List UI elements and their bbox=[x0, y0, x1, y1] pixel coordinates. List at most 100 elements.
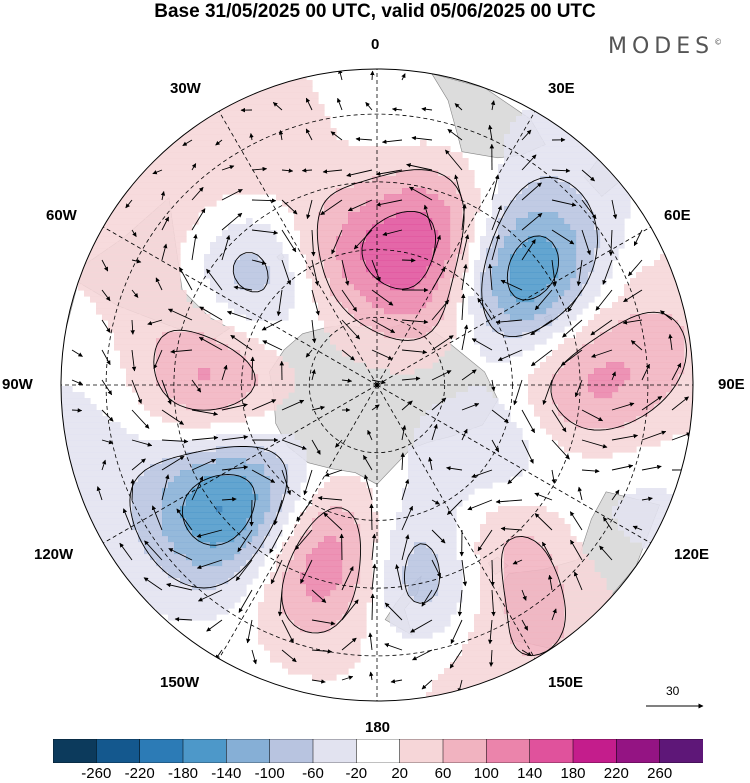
wind-vector bbox=[431, 299, 450, 321]
colorbar-tick-label: 180 bbox=[560, 765, 586, 782]
wind-vector bbox=[251, 399, 277, 411]
wind-vector bbox=[381, 139, 403, 144]
wind-vector bbox=[277, 589, 283, 617]
wind-vector bbox=[461, 428, 468, 441]
map-title: Base 31/05/2025 00 UTC, valid 05/06/2025… bbox=[154, 1, 596, 22]
lon-label-150w: 150W bbox=[160, 674, 200, 691]
wind-vector bbox=[238, 589, 253, 613]
lon-label-150e: 150E bbox=[548, 674, 584, 691]
wind-vector bbox=[491, 589, 496, 617]
wind-vector bbox=[96, 486, 103, 501]
wind-vector bbox=[628, 259, 643, 277]
wind-vector bbox=[191, 435, 219, 441]
wind-vector bbox=[322, 169, 343, 174]
wind-vector bbox=[500, 526, 523, 531]
wind-vector bbox=[431, 397, 447, 411]
wind-vector bbox=[320, 199, 343, 216]
wind-vector bbox=[461, 559, 468, 587]
wind-vector bbox=[341, 675, 354, 681]
wind-vector bbox=[336, 97, 343, 111]
wind-vector bbox=[591, 349, 613, 358]
wind-vector bbox=[281, 168, 294, 173]
wind-vector bbox=[199, 306, 223, 321]
wind-vector bbox=[488, 619, 493, 645]
wind-vector bbox=[551, 608, 557, 621]
wind-vector bbox=[401, 400, 413, 411]
wind-vector bbox=[431, 335, 454, 351]
colorbar-segment bbox=[53, 739, 97, 763]
wind-vector bbox=[446, 466, 463, 471]
wind-vector bbox=[144, 540, 163, 561]
wind-vector bbox=[323, 512, 343, 531]
wind-vector bbox=[206, 268, 223, 291]
wind-vector bbox=[270, 559, 283, 585]
wind-vector bbox=[551, 259, 558, 287]
wind-vector bbox=[371, 289, 394, 306]
wind-vector bbox=[246, 619, 253, 644]
wind-vector bbox=[581, 229, 591, 256]
wind-vector bbox=[513, 379, 523, 406]
wind-vector bbox=[671, 396, 689, 411]
wind-vector bbox=[551, 199, 577, 207]
wind-vector bbox=[611, 433, 639, 441]
wind-vector bbox=[595, 289, 613, 311]
wind-vector bbox=[221, 189, 243, 201]
wind-vector bbox=[305, 128, 313, 141]
wind-vector bbox=[101, 439, 114, 445]
wind-vector bbox=[461, 234, 470, 261]
wind-vector bbox=[368, 632, 373, 651]
wind-vector bbox=[341, 259, 350, 286]
wind-vector bbox=[221, 165, 235, 171]
wind-vector bbox=[401, 505, 413, 531]
wind-vector bbox=[155, 277, 163, 291]
wind-vector bbox=[668, 333, 673, 351]
wind-vector bbox=[369, 671, 374, 681]
wind-vector bbox=[454, 103, 463, 111]
wind-vector bbox=[570, 539, 583, 561]
wind-vector bbox=[370, 70, 375, 81]
lon-label-90e: 90E bbox=[718, 376, 745, 393]
colorbar-tick-label: -100 bbox=[254, 765, 285, 782]
wind-vector bbox=[608, 229, 614, 257]
wind-vector bbox=[363, 455, 373, 471]
wind-vector bbox=[311, 405, 325, 411]
wind-vector bbox=[375, 169, 403, 176]
wind-vector bbox=[130, 319, 135, 335]
wind-vector bbox=[491, 379, 496, 392]
wind-vector bbox=[461, 293, 466, 321]
lon-label-30w: 30W bbox=[170, 80, 201, 97]
wind-vector bbox=[384, 643, 403, 651]
parallel-line bbox=[308, 316, 446, 454]
wind-vector bbox=[272, 102, 283, 111]
wind-vector bbox=[401, 319, 429, 325]
wind-vector bbox=[401, 376, 421, 381]
wind-vector bbox=[521, 619, 529, 631]
wind-vector bbox=[409, 186, 433, 201]
wind-vector bbox=[161, 379, 172, 405]
wind-vector bbox=[401, 478, 410, 501]
wind-vector bbox=[130, 478, 135, 501]
wind-vector bbox=[152, 169, 163, 175]
wind-vector bbox=[521, 239, 536, 261]
wind-vector bbox=[143, 577, 163, 591]
wind-vector bbox=[251, 166, 268, 172]
wind-vector bbox=[131, 439, 153, 447]
wind-vector bbox=[491, 234, 500, 261]
parallel-line bbox=[105, 113, 649, 657]
wind-vector bbox=[191, 186, 204, 201]
wind-vector bbox=[534, 492, 553, 501]
wind-vector bbox=[421, 106, 433, 112]
wind-vector bbox=[221, 364, 228, 381]
wind-vector bbox=[641, 395, 663, 411]
wind-vector bbox=[401, 73, 406, 81]
wind-vector bbox=[296, 499, 313, 522]
wind-vector bbox=[581, 169, 595, 182]
wind-vector bbox=[611, 489, 620, 501]
wind-vector bbox=[431, 529, 446, 544]
wind-vector bbox=[101, 459, 107, 471]
wind-vector bbox=[371, 404, 380, 411]
wind-vector bbox=[371, 259, 381, 282]
wind-vector bbox=[311, 619, 336, 626]
wind-vector bbox=[221, 212, 243, 231]
wind-vector bbox=[341, 289, 358, 312]
